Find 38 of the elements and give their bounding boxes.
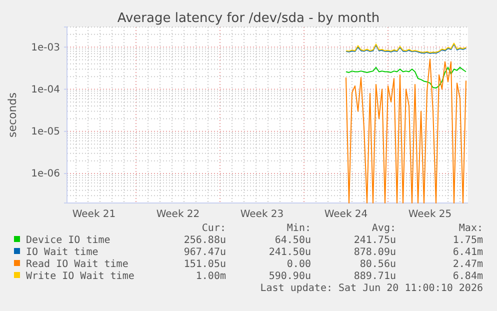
x-tick-label: Week 22: [156, 209, 200, 220]
text: Max:: [458, 223, 483, 234]
text: 967.47u: [184, 247, 226, 258]
x-tick-label: Week 25: [408, 209, 452, 220]
text: 241.75u: [354, 235, 396, 246]
text: 6.84m: [452, 271, 483, 282]
text: 0.00: [286, 259, 311, 270]
text: Cur:: [202, 223, 226, 234]
text: 256.88u: [184, 235, 226, 246]
line-series: [346, 66, 466, 89]
text: 2.47m: [452, 259, 483, 270]
text: 1.00m: [196, 271, 226, 282]
x-tick-label: Week 21: [72, 209, 116, 220]
legend-label: Write IO Wait time: [26, 271, 134, 282]
text: Min:: [286, 223, 311, 234]
text: 590.90u: [268, 271, 311, 282]
text: 6.41m: [452, 247, 483, 258]
text: 889.71u: [354, 271, 396, 282]
text: 878.09u: [354, 247, 396, 258]
text: 151.05u: [184, 259, 226, 270]
line-series: [346, 58, 466, 204]
legend-label: Read IO Wait time: [26, 259, 128, 270]
legend-label: Device IO time: [26, 235, 110, 246]
y-axis-title: seconds: [6, 92, 19, 138]
x-tick-label: Week 23: [240, 209, 284, 220]
y-tick-label: 1e-03: [31, 42, 60, 54]
text: 80.56u: [360, 259, 396, 270]
legend-label: IO Wait time: [26, 247, 98, 258]
chart-title: Average latency for /dev/sda - by month: [117, 11, 380, 26]
text: 1.75m: [452, 235, 483, 246]
text: Avg:: [372, 223, 396, 234]
text: Last update: Sat Jun 20 11:00:10 2026: [260, 283, 483, 294]
text: 241.50u: [268, 247, 311, 258]
y-tick-label: 1e-06: [31, 168, 60, 180]
text: 64.50u: [274, 235, 311, 246]
y-tick-label: 1e-04: [31, 84, 60, 96]
y-tick-label: 1e-05: [31, 126, 60, 138]
x-tick-label: Week 24: [324, 209, 368, 220]
